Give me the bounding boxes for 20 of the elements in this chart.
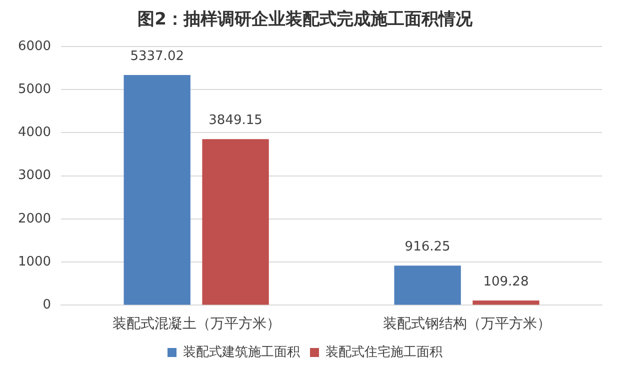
bar [202,139,269,305]
legend-label: 装配式住宅施工面积 [326,344,442,360]
bar [394,266,461,305]
y-tick-label: 0 [42,298,52,313]
x-tick-label: 装配式混凝土（万平方米） [112,316,280,332]
y-tick-label: 3000 [18,168,52,184]
legend-label: 装配式建筑施工面积 [183,344,300,360]
data-label: 5337.02 [130,48,184,64]
y-tick-label: 1000 [18,254,52,270]
x-tick-label: 装配式钢结构（万平方米） [382,316,551,332]
y-tick-label: 4000 [18,125,52,140]
bar [124,74,190,305]
bar [472,300,540,305]
data-label: 916.25 [404,240,450,255]
data-label: 3849.15 [208,113,262,128]
y-tick-label: 5000 [18,82,52,97]
data-label: 109.28 [483,274,529,290]
y-tick-label: 2000 [18,211,52,226]
y-tick-label: 6000 [18,38,52,54]
chart-title: 图2：抽样调研企业装配式完成施工面积情况 [138,10,474,30]
